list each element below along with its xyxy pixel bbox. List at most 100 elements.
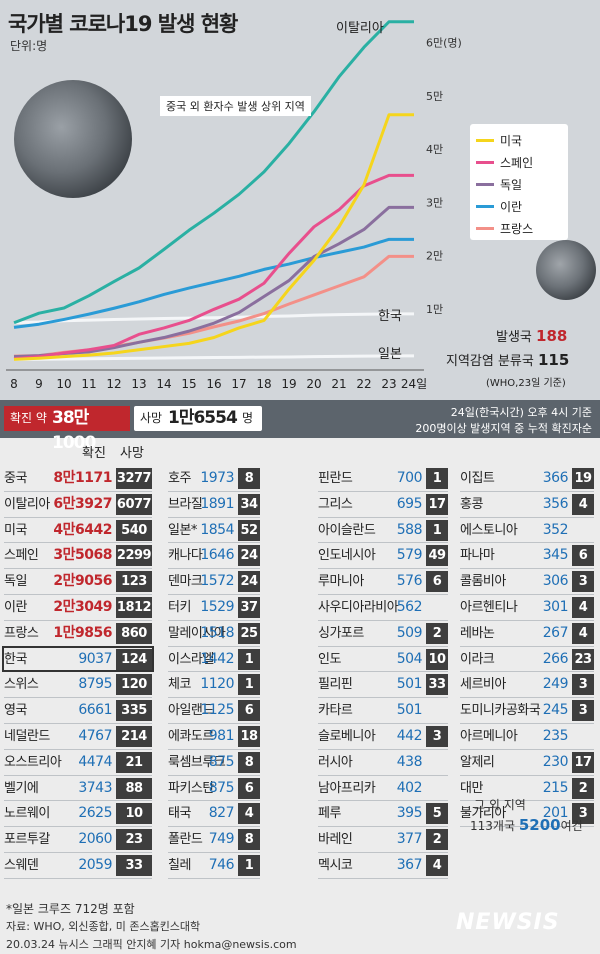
confirmed-count: 301 (542, 599, 569, 615)
country-name: 덴마크 (168, 574, 203, 590)
korea-highlight (2, 645, 154, 673)
x-tick-label: 16 (206, 377, 221, 391)
confirmed-count: 749 (208, 831, 235, 848)
death-count: 1 (238, 674, 260, 696)
table-row: 말레이시아 1518 25 (168, 621, 262, 646)
confirmed-count: 402 (396, 779, 423, 796)
death-count: 3 (426, 726, 448, 747)
confirmed-count: 1646 (200, 547, 234, 564)
country-name: 이탈리아 (4, 496, 50, 512)
death-count: 49 (426, 545, 448, 567)
country-name: 인도 (318, 651, 341, 667)
death-count: 6 (238, 777, 260, 799)
row-divider (168, 723, 260, 724)
table-row: 에스토니아 352 (460, 518, 596, 543)
row-divider (168, 697, 260, 699)
death-count: 37 (238, 597, 260, 618)
confirmed-count: 442 (396, 728, 423, 744)
confirmed-count: 1572 (200, 573, 234, 590)
row-divider (460, 697, 594, 699)
deaths-label: 사망 (140, 411, 163, 425)
death-count: 23 (572, 648, 594, 670)
row-divider (318, 774, 448, 776)
x-tick-label: 13 (131, 377, 146, 391)
death-count: 2 (426, 829, 448, 851)
row-divider (4, 542, 152, 544)
table-row: 한국 9037 124 (4, 647, 152, 672)
series-line (13, 113, 414, 361)
row-divider (4, 774, 152, 776)
country-name: 슬로베니아 (318, 729, 376, 744)
row-divider (4, 877, 152, 879)
table-row: 대만 215 2 (460, 776, 596, 801)
death-count: 1 (426, 468, 448, 489)
country-name: 중국 (4, 471, 27, 486)
x-tick-label: 20 (306, 377, 321, 391)
row-divider (4, 748, 152, 750)
series-label-japan: 일본 (378, 347, 402, 362)
table-row: 러시아 438 (318, 750, 450, 775)
country-name: 필리핀 (318, 677, 353, 693)
row-divider (318, 877, 448, 879)
country-name: 파키스탄 (168, 780, 214, 796)
row-divider (460, 645, 594, 647)
row-divider (460, 594, 594, 595)
country-name: 호주 (168, 471, 191, 486)
row-divider (318, 748, 448, 750)
death-count: 540 (116, 519, 152, 541)
x-tick-label: 14 (156, 377, 171, 391)
confirmed-count: 588 (396, 521, 423, 538)
country-name: 그리스 (318, 496, 353, 512)
table-row: 브라질 1891 34 (168, 492, 262, 517)
confirmed-count: 215 (542, 779, 569, 796)
table-row: 이스라엘 1442 1 (168, 647, 262, 672)
country-name: 아일랜드 (168, 703, 214, 719)
country-name: 에콰도르 (168, 729, 214, 744)
country-name: 인도네시아 (318, 548, 376, 564)
row-divider (318, 852, 448, 853)
death-count: 123 (116, 571, 152, 593)
confirmed-count: 3743 (78, 779, 112, 796)
confirmed-value: 38만1000 (52, 408, 96, 453)
x-tick-label: 12 (106, 377, 121, 391)
legend-item-germany: 독일 (476, 176, 522, 193)
country-name: 오스트리아 (4, 754, 62, 770)
x-tick-label: 11 (81, 377, 96, 391)
row-divider (168, 619, 260, 621)
death-count: 3 (572, 674, 594, 696)
country-name: 에스토니아 (460, 522, 518, 538)
deaths-pill: 사망 1만6554 명 (134, 406, 262, 431)
row-divider (168, 594, 260, 595)
header-confirmed: 확진 (82, 446, 106, 461)
death-count: 1812 (116, 597, 152, 618)
country-name: 페루 (318, 806, 341, 822)
country-name: 스페인 (4, 548, 39, 564)
confirmed-count: 6만3927 (53, 495, 112, 512)
confirmed-count: 4만6442 (53, 521, 112, 538)
footnote-japan: *일본 크루즈 712명 포함 (6, 902, 135, 916)
death-count: 33 (116, 855, 152, 876)
confirmed-count: 2만3049 (53, 599, 112, 615)
death-count: 120 (116, 674, 152, 696)
row-divider (168, 568, 260, 570)
x-tick-label: 9 (35, 377, 43, 391)
row-divider (4, 800, 152, 802)
series-label-italy: 이탈리아 (336, 21, 384, 36)
country-name: 이라크 (460, 651, 495, 667)
confirmed-count: 1만9856 (53, 624, 112, 641)
death-count: 124 (116, 648, 152, 670)
confirmed-count: 1120 (200, 676, 234, 693)
death-count: 17 (426, 493, 448, 515)
legend-item-france: 프랑스 (476, 220, 533, 237)
row-divider (460, 568, 594, 570)
row-divider (4, 619, 152, 621)
y-tick-label: 4만 (426, 143, 443, 156)
table-row: 스웨덴 2059 33 (4, 853, 152, 878)
stats-countries-value: 188 (536, 327, 568, 345)
table-row: 이집트 366 19 (460, 466, 596, 491)
country-name: 체코 (168, 677, 191, 693)
table-row: 터키 1529 37 (168, 595, 262, 620)
confirmed-count: 2만9056 (53, 573, 112, 590)
y-tick-label: 2만 (426, 250, 443, 263)
country-name: 이집트 (460, 471, 495, 486)
